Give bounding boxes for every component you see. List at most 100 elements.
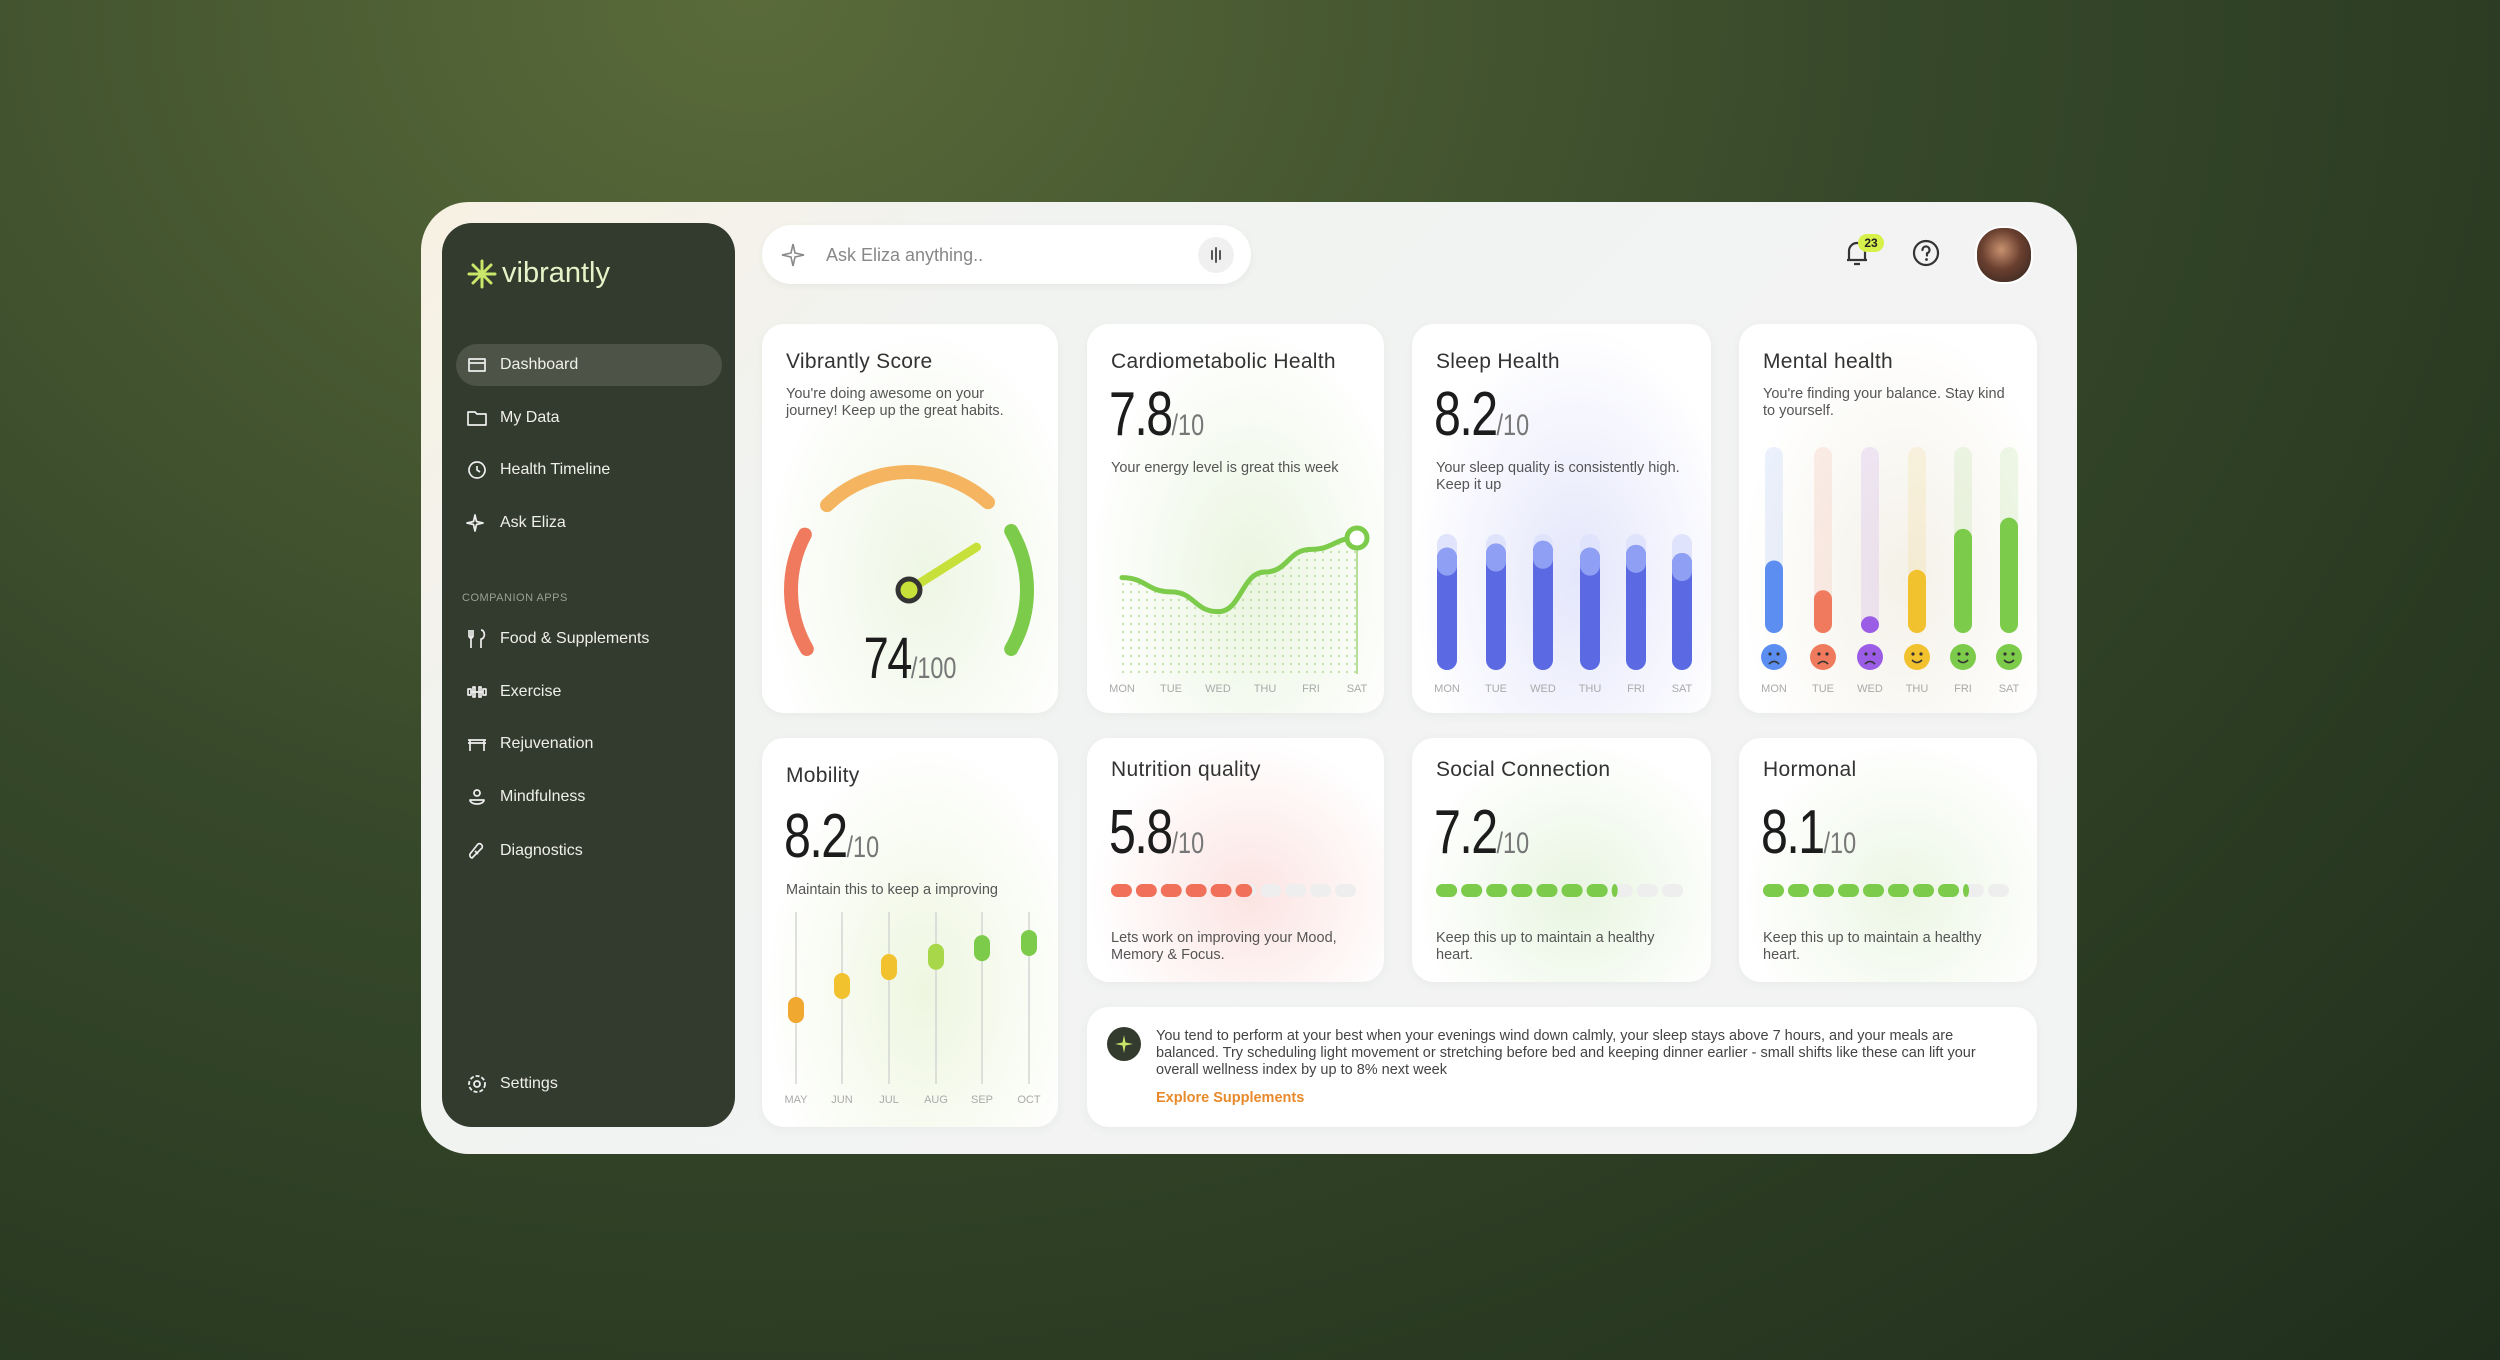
score-value: 74 <box>863 626 913 691</box>
pill-empty <box>1661 884 1683 897</box>
face-mouth <box>1864 660 1876 665</box>
sleep-bar <box>1626 544 1646 670</box>
day-label: FRI <box>1627 683 1645 695</box>
app-icon <box>468 739 486 751</box>
cardio-card: MON TUE WED THU FRI SAT Cardiometabolic Health… <box>1087 324 1384 713</box>
day-label: SAT <box>1999 683 2020 695</box>
pill-filled <box>1160 884 1182 897</box>
insight-icon <box>1107 1027 1141 1061</box>
mood-face <box>1761 644 1787 670</box>
day-label: WED <box>1530 683 1556 695</box>
pill-filled <box>1938 884 1959 897</box>
pill-filled <box>1863 884 1884 897</box>
day-label: FRI <box>1954 683 1972 695</box>
month-label: AUG <box>924 1094 948 1106</box>
nav-settings[interactable]: Settings <box>500 1075 558 1092</box>
nav-item[interactable]: Ask Eliza <box>500 514 566 531</box>
hormonal-card: Hormonal 8.1/10 Keep this up to maintain a… <box>1739 738 2037 982</box>
pill-filled <box>1913 884 1934 897</box>
pill-filled <box>1235 884 1253 897</box>
mobility-marker <box>1021 929 1037 956</box>
insight-link[interactable]: Explore Supplements <box>1156 1090 1305 1106</box>
app-icon <box>467 686 487 698</box>
day-label: THU <box>1579 683 1602 695</box>
help-icon[interactable] <box>1911 238 1941 268</box>
day-label: THU <box>1254 683 1277 695</box>
month-label: MAY <box>784 1094 808 1106</box>
sleep-knob <box>1486 543 1506 572</box>
face-eye <box>1911 652 1915 656</box>
trend-area <box>1122 538 1357 674</box>
mobility-chart: MAY JUN JUL AUG SEP OCT <box>784 912 1041 1106</box>
trend-line <box>1119 535 1360 615</box>
sleep-knob <box>1626 544 1646 573</box>
pill-filled <box>1436 884 1458 897</box>
mental-card: MON TUE WED THU FRI SAT Mental health You're fi… <box>1739 324 2037 713</box>
pill-empty <box>1335 884 1356 897</box>
day-label: TUE <box>1812 683 1834 695</box>
sleep-bar <box>1437 547 1457 670</box>
card-text: Your sleep quality is consistently high.… <box>1436 460 1680 493</box>
app-item[interactable]: Rejuvenation <box>500 735 594 752</box>
mood-bar <box>1861 616 1879 633</box>
face-eye <box>1957 652 1961 656</box>
day-label: WED <box>1857 683 1883 695</box>
nutrition-card: Nutrition quality 5.8/10 Lets work on impr… <box>1087 738 1384 982</box>
nav-item[interactable]: Dashboard <box>500 356 579 373</box>
mood-track <box>1814 447 1832 633</box>
nav-item[interactable]: My Data <box>500 409 560 426</box>
mood-bar <box>2000 517 2018 633</box>
app-item[interactable]: Mindfulness <box>500 788 586 805</box>
app-item[interactable]: Diagnostics <box>500 842 583 859</box>
nav-icon <box>466 514 484 532</box>
mood-face <box>1904 644 1930 670</box>
pill-filled <box>1111 884 1132 897</box>
face-mouth <box>1911 659 1923 664</box>
card-title: Vibrantly Score <box>786 350 933 373</box>
voice-icon <box>1211 247 1221 263</box>
sleep-bar <box>1672 553 1692 670</box>
day-label: TUE <box>1485 683 1507 695</box>
card-score: 8.2/10 <box>1434 384 1529 446</box>
card-title: Mobility <box>786 764 860 787</box>
nutrition-chart <box>1111 884 1356 897</box>
logo-icon <box>467 259 497 289</box>
search-placeholder: Ask Eliza anything.. <box>826 245 984 265</box>
card-score: 7.8/10 <box>1109 384 1204 446</box>
face-eye <box>1864 652 1868 656</box>
nav-icon-shape <box>467 411 487 426</box>
search-bar[interactable]: Ask Eliza anything.. <box>762 225 1251 284</box>
mood-bar <box>1814 590 1832 633</box>
pill-filled <box>1461 884 1483 897</box>
mood-bar <box>1908 569 1926 633</box>
card-score: 5.8/10 <box>1109 802 1204 864</box>
hormonal-chart <box>1763 884 2009 897</box>
score-max: /100 <box>910 652 957 685</box>
mood-face <box>1810 644 1836 670</box>
day-label: SAT <box>1672 683 1693 695</box>
score-max: /10 <box>1496 409 1530 442</box>
voice-button[interactable] <box>1198 237 1234 273</box>
score-card: Vibrantly Score You're doing awesome on y… <box>762 324 1058 713</box>
mood-face <box>1857 644 1883 670</box>
mood-bar <box>1765 560 1783 633</box>
app-item[interactable]: Food & Supplements <box>500 630 650 647</box>
pill-filled <box>1611 884 1618 897</box>
card-text: Lets work on improving your Mood, Memory… <box>1111 930 1337 963</box>
pill-filled <box>1135 884 1157 897</box>
pill-filled <box>1210 884 1232 897</box>
score-value: 8.2 <box>1434 380 1498 449</box>
nav-item[interactable]: Health Timeline <box>500 461 611 478</box>
face-eye <box>1919 652 1923 656</box>
app-item[interactable]: Exercise <box>500 683 562 700</box>
nav-active-bg[interactable] <box>456 344 722 386</box>
day-label: WED <box>1205 683 1231 695</box>
gauge-arc <box>820 465 995 513</box>
card-score: 8.2/10 <box>784 806 879 868</box>
sleep-knob <box>1672 553 1692 582</box>
app-icon <box>469 789 485 805</box>
user-avatar[interactable] <box>1975 226 2033 284</box>
mood-bar <box>1954 528 1972 633</box>
